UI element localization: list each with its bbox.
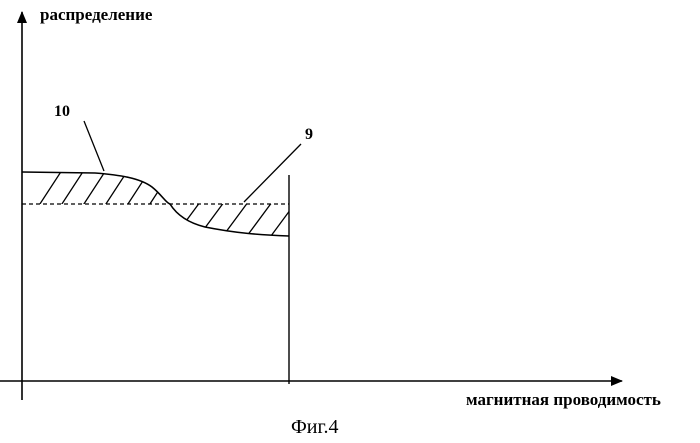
curve-9-label: 9: [305, 127, 313, 143]
y-axis-label: распределение: [40, 6, 152, 23]
curve-10-label: 10: [54, 104, 70, 120]
x-axis-label: магнитная проводимость: [466, 391, 661, 408]
leader-line-9: [244, 144, 301, 202]
figure-caption: Фиг.4: [291, 417, 338, 437]
leader-line-10: [84, 121, 104, 171]
hatched-region: [36, 164, 302, 240]
